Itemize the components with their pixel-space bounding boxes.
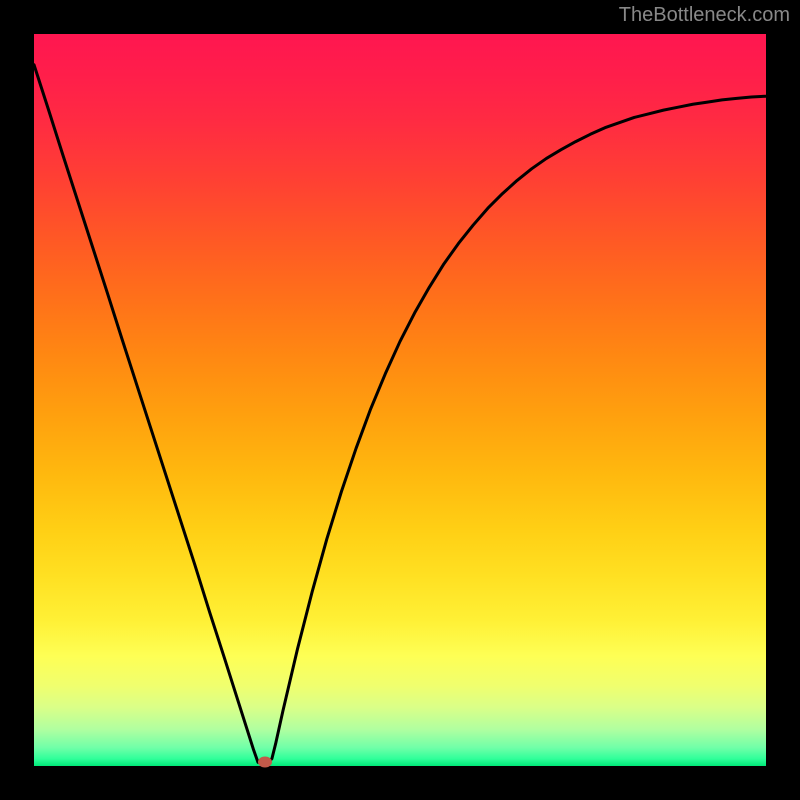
plot-area (34, 34, 766, 766)
bottleneck-curve (34, 34, 766, 766)
watermark-text: TheBottleneck.com (619, 4, 790, 27)
optimum-marker (258, 756, 272, 767)
